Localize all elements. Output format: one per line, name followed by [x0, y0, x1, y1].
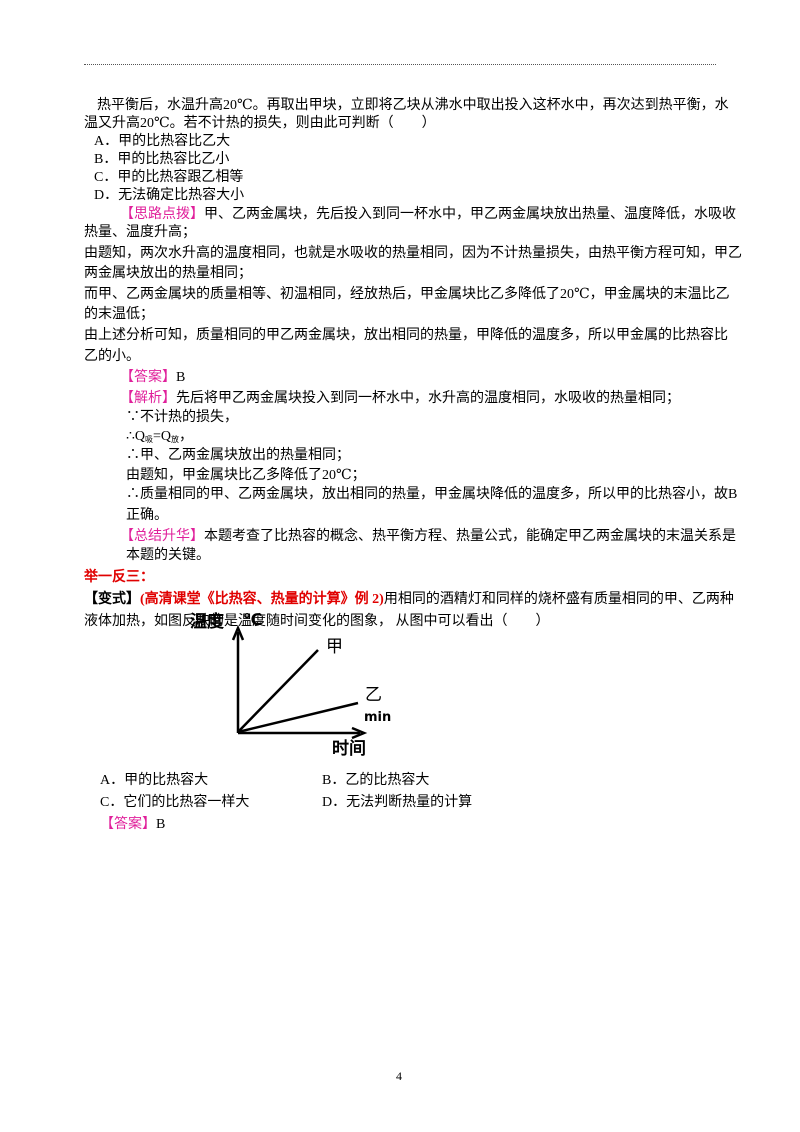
text: 甲、乙两金属块，先后投入到同一杯水中，甲乙两金属块放出热量、温度降低，水吸收: [204, 207, 736, 222]
text: ∴Q: [126, 429, 146, 444]
option: A．甲的比热容比乙大: [94, 134, 231, 149]
text-line: 的末温低；: [84, 307, 154, 322]
text-line: 温又升高20℃。若不计热的损失，则由此可判断（ ）: [84, 116, 436, 131]
option: B．乙的比热容大: [322, 773, 430, 788]
text-line: ∴质量相同的甲、乙两金属块，放出相同的热量，甲金属块降低的温度多，所以甲的比热容…: [126, 487, 738, 502]
text: 本题考查了比热容的概念、热平衡方程、热量公式，能确定甲乙两金属块的末温关系是: [204, 529, 736, 544]
answer: 【答案】B: [100, 816, 165, 834]
line-label: 甲: [326, 637, 343, 657]
text-line: 由题知，两次水升高的温度相同，也就是水吸收的热量相同，因为不计热量损失，由热平衡…: [84, 246, 742, 261]
page-number: 4: [396, 1069, 402, 1083]
text-line: 【变式】(高清课堂《比热容、热量的计算》例 2)用相同的酒精灯和同样的烧杯盛有质…: [84, 591, 734, 609]
option: A．甲的比热容大: [100, 773, 209, 788]
text-line: ∴甲、乙两金属块放出的热量相同；: [126, 448, 350, 463]
text: ，: [179, 429, 194, 444]
option: C．它们的比热容一样大: [100, 795, 250, 810]
header-rule: [84, 64, 716, 65]
text-line: 热量、温度升高；: [84, 225, 196, 240]
x-label: 时间: [332, 738, 366, 759]
line-jia: [237, 649, 319, 733]
text: 用相同的酒精灯和同样的烧杯盛有质量相同的甲、乙两种: [383, 592, 734, 607]
tag: 【答案】: [120, 370, 176, 385]
text-line: 由题知，甲金属块比乙多降低了20℃；: [126, 468, 366, 483]
text-line: 【解析】先后将甲乙两金属块投入到同一杯水中，水升高的温度相同，水吸收的热量相同；: [120, 390, 680, 408]
text-line: ∵不计热的损失，: [126, 410, 238, 425]
line-label: 乙: [365, 685, 382, 705]
tag: 【变式】: [84, 592, 140, 607]
option: D．无法判断热量的计算: [322, 795, 473, 810]
text-line: 【思路点拨】甲、乙两金属块，先后投入到同一杯水中，甲乙两金属块放出热量、温度降低…: [120, 206, 736, 224]
figure: 温度 ℃ 甲 乙 min 时间: [190, 610, 391, 759]
section-title: 举一反三：: [84, 570, 154, 585]
text: B: [156, 817, 166, 832]
text-line: 乙的小。: [84, 349, 140, 364]
text: =Q: [153, 429, 172, 444]
y-label: 温度: [190, 611, 225, 632]
text: B: [176, 370, 186, 385]
equation: ∴Q吸=Q放，: [126, 428, 193, 449]
text-line: 热平衡后，水温升高20℃。再取出甲块，立即将乙块从沸水中取出投入这杯水中，再次达…: [97, 98, 729, 113]
tag: 【思路点拨】: [120, 207, 204, 222]
tag: 【答案】: [100, 817, 156, 832]
subscript: 吸: [145, 435, 154, 444]
answer: 【答案】B: [120, 369, 185, 387]
text-line: 液体加热，如图反映的是温度随时间变化的图象， 从图中可以看出（ ）: [84, 614, 550, 629]
tag: 【总结升华】: [120, 529, 204, 544]
text-line: 本题的关键。: [126, 548, 210, 563]
option: C．甲的比热容跟乙相等: [94, 170, 244, 185]
text-line: 两金属块放出的热量相同；: [84, 266, 252, 281]
subscript: 放: [171, 435, 180, 444]
option: B．甲的比热容比乙小: [94, 152, 230, 167]
option: D．无法确定比热容大小: [94, 188, 245, 203]
arrow: [351, 726, 368, 740]
source: (高清课堂《比热容、热量的计算》例 2): [140, 592, 384, 607]
text-line: 由上述分析可知，质量相同的甲乙两金属块，放出相同的热量，甲降低的温度多，所以甲金…: [84, 328, 728, 343]
line-yi: [237, 701, 359, 734]
y-unit: ℃: [243, 610, 262, 629]
text-line: 而甲、乙两金属块的质量相等、初温相同，经放热后，甲金属块比乙多降低了20℃，甲金…: [84, 287, 730, 302]
unit: min: [364, 710, 391, 725]
text: 先后将甲乙两金属块投入到同一杯水中，水升高的温度相同，水吸收的热量相同；: [176, 391, 680, 406]
tag: 【解析】: [120, 391, 176, 406]
text-line: 正确。: [126, 508, 168, 523]
arrow: [231, 624, 245, 641]
text-line: 【总结升华】本题考查了比热容的概念、热平衡方程、热量公式，能确定甲乙两金属块的末…: [120, 528, 736, 546]
